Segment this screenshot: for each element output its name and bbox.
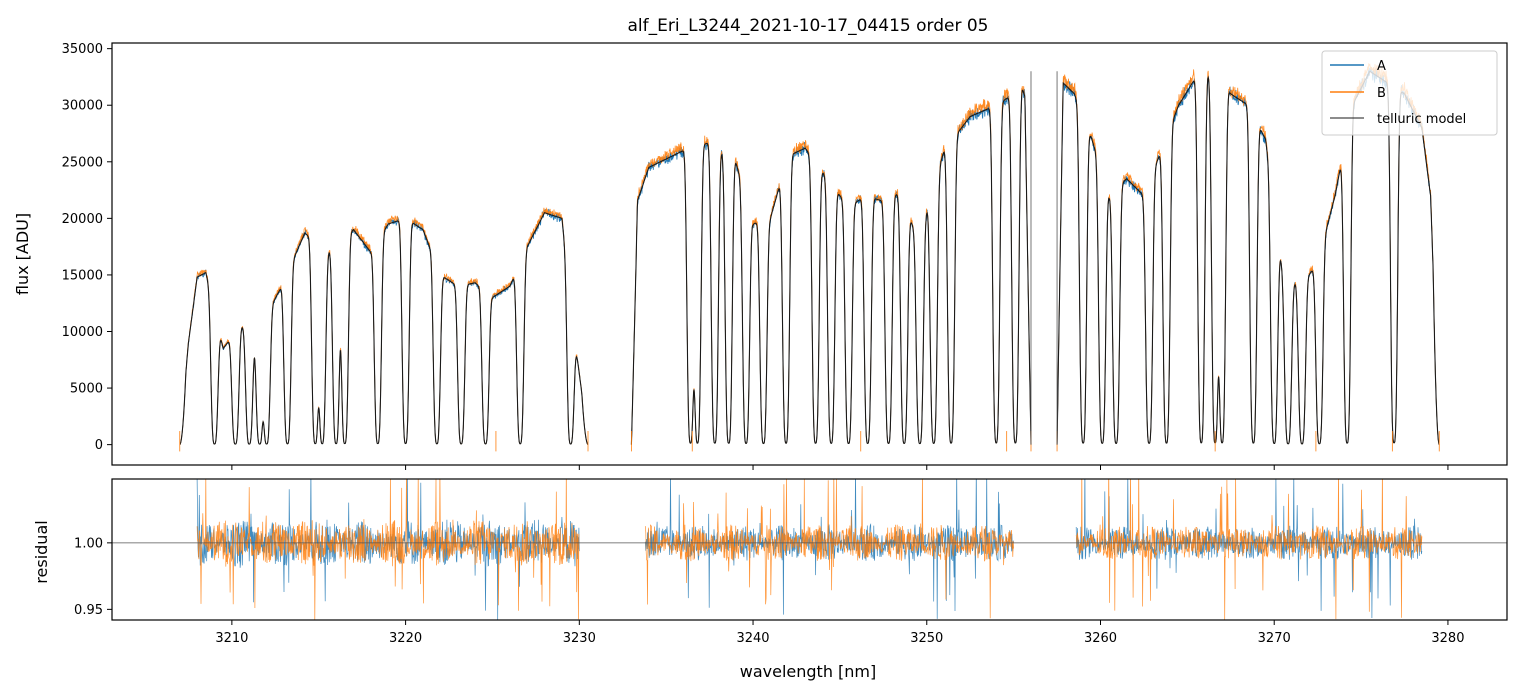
flux-panel: 0 5000 10000 15000 20000 25000 30000 35000 flux… [13,42,1508,470]
residual-y-ticks: 0.95 1.00 [74,536,112,618]
x-tick-label: 3260 [1084,631,1117,646]
residual-a-line [1075,479,1423,619]
chart-title: alf_Eri_L3244_2021-10-17_04415 order 05 [628,16,989,36]
residual-plot-area [112,479,1507,620]
flux-axes-frame [111,42,1508,466]
residual-y-axis-label: residual [32,520,51,583]
flux-y-axis-label: flux [ADU] [13,213,32,295]
flux-y-tick-label: 20000 [62,212,103,227]
x-axis-label: wavelength [nm] [740,662,877,681]
x-tick-label: 3240 [736,631,769,646]
x-tick-label: 3270 [1258,631,1291,646]
legend-entry-a: A [1377,59,1386,74]
flux-plot-area [179,63,1440,452]
flux-x-ticks [231,465,1449,470]
residual-panel: 0.95 1.00 3210 3220 3230 3240 3250 3260 3270 328… [32,478,1508,681]
residual-y-tick-label: 1.00 [74,536,103,551]
flux-y-tick-label: 15000 [62,268,103,283]
flux-y-tick-label: 25000 [62,155,103,170]
legend: A B telluric model [1321,50,1498,136]
x-tick-label: 3280 [1431,631,1464,646]
flux-y-tick-label: 35000 [62,42,103,57]
flux-y-ticks: 0 5000 10000 15000 20000 25000 30000 35000 [62,42,112,453]
x-tick-label: 3230 [563,631,596,646]
telluric-model-line [630,89,1032,445]
flux-y-tick-label: 10000 [62,325,103,340]
x-tick-label: 3250 [910,631,943,646]
residual-y-tick-label: 0.95 [74,603,103,618]
residual-b-line [196,479,580,620]
telluric-model-line [179,212,589,445]
residual-axes-frame [111,478,1508,621]
flux-y-tick-label: 30000 [62,99,103,114]
legend-entry-telluric: telluric model [1377,112,1466,127]
x-tick-label: 3220 [389,631,422,646]
residual-x-ticks: 3210 3220 3230 3240 3250 3260 3270 3280 [215,620,1464,646]
flux-y-tick-label: 5000 [70,382,103,397]
legend-box [1321,50,1498,136]
x-tick-label: 3210 [215,631,248,646]
legend-entry-b: B [1377,86,1386,101]
flux-y-tick-label: 0 [95,438,103,453]
residual-b-line [1075,479,1423,620]
